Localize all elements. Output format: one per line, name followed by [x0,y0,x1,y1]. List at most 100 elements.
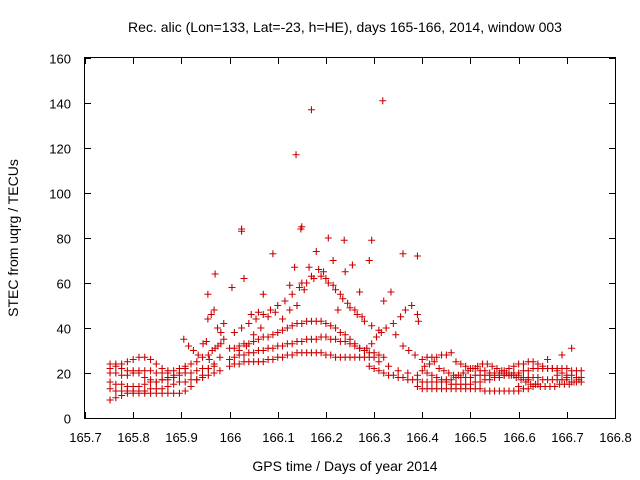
data-points [106,97,585,404]
data-point [235,360,243,368]
data-point [423,369,431,377]
data-point [204,371,212,379]
data-point [187,369,195,377]
data-point [570,378,578,386]
x-tick-label: 166.5 [454,430,487,445]
data-point [466,380,474,388]
data-point [254,335,262,343]
data-point [204,351,212,359]
y-axis-label: STEC from uqrg / TECUs [5,159,21,317]
data-point [279,342,287,350]
data-point [370,365,378,372]
data-point [351,340,359,348]
data-point [332,335,340,343]
data-point [298,338,306,345]
data-point [430,358,438,366]
data-point [252,315,260,323]
data-point [332,324,340,332]
data-point [368,322,376,330]
data-point [548,365,556,372]
data-point [568,371,576,379]
x-tick-label: 166.8 [599,430,632,445]
data-point [363,344,371,352]
data-point [551,383,559,390]
data-point [300,286,308,294]
data-point [382,324,390,332]
data-point [152,360,160,368]
data-point [269,344,277,352]
data-point [254,308,262,316]
data-point [563,365,571,372]
data-point [348,261,356,269]
data-point [123,358,131,366]
data-point [365,362,373,370]
data-point [181,365,189,372]
data-point [250,338,258,345]
data-point [474,362,482,370]
data-point [181,378,189,386]
data-point [269,331,277,339]
data-point [327,351,335,359]
data-point [129,356,137,363]
data-point [340,236,348,244]
data-point [401,306,409,314]
data-point [519,360,527,368]
data-point [152,378,160,386]
data-point [426,360,433,368]
data-point [418,367,426,375]
data-point [370,349,378,357]
data-point [408,302,416,309]
data-point [230,344,238,352]
data-point [322,320,330,327]
data-point [240,351,248,359]
x-axis-ticks: 165.7 165.8 165.9 166 166.1 166.2 166.3 166.4 16… [69,58,632,445]
data-point [368,236,376,244]
data-point [141,353,149,361]
data-point [214,324,221,332]
data-point [405,347,413,354]
data-point [286,281,294,289]
data-point [106,385,114,393]
data-point [141,380,149,388]
y-tick-label: 80 [57,232,71,247]
data-point [189,347,197,354]
data-point [329,257,337,264]
data-point [397,313,405,321]
data-point [452,358,460,366]
data-point [577,367,585,375]
data-point [360,317,368,325]
data-point [199,353,207,361]
data-point [199,374,207,381]
data-point [267,306,274,314]
data-point [141,374,149,381]
y-tick-label: 140 [49,97,71,112]
data-point [305,263,313,271]
data-point [534,374,542,381]
x-tick-label: 165.8 [117,430,150,445]
data-point [385,362,393,370]
data-point [106,378,114,386]
data-point [466,374,474,381]
data-point [207,311,215,318]
data-point [512,374,520,381]
data-point [565,380,573,388]
data-point [220,335,228,343]
data-point [334,306,342,314]
data-point [365,257,373,264]
data-point [269,250,277,258]
data-point [356,288,364,296]
data-point [399,342,407,350]
data-point [389,371,397,379]
data-point [387,288,395,296]
y-tick-label: 20 [57,367,71,382]
data-point [380,353,388,361]
data-point [259,358,267,366]
data-point [435,365,443,372]
data-point [193,358,201,366]
data-point [235,347,243,354]
data-point [462,362,470,370]
data-point [185,342,193,350]
data-point [394,367,402,375]
data-point [170,374,178,381]
data-point [445,369,453,377]
